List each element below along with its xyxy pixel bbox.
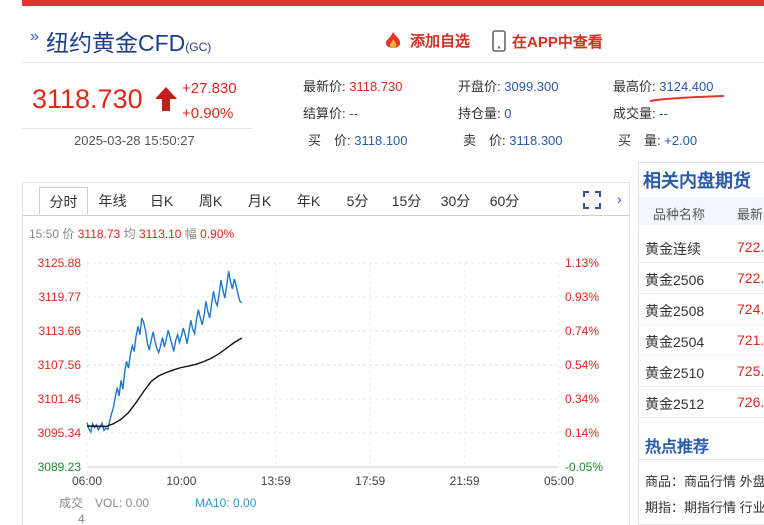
tab-weekly-k[interactable]: 周K xyxy=(198,193,223,209)
y-tick-label-left: 3113.66 xyxy=(39,324,82,338)
divider xyxy=(639,459,764,460)
phone-icon xyxy=(492,30,506,52)
tab-year-line[interactable]: 年线 xyxy=(98,193,127,209)
current-price: 3118.730 xyxy=(32,84,143,114)
view-in-app-button[interactable]: 在APP中查看 xyxy=(492,30,603,52)
y-tick-label-left: 3095.34 xyxy=(38,426,82,440)
tab-60min[interactable]: 60分 xyxy=(489,193,520,209)
volume-title: 成交 xyxy=(59,495,83,510)
volume-count: 4 xyxy=(78,512,85,525)
volume-label: VOL: 0.00 xyxy=(95,496,149,510)
tab-30min[interactable]: 30分 xyxy=(440,193,471,209)
stat-open-interest: 持仓量: 0 xyxy=(458,106,512,121)
title-row: » 纽约黄金CFD(GC) 添加自选 在APP中查看 xyxy=(22,22,764,58)
x-tick-label: 05:00 xyxy=(544,474,574,488)
tab-5min[interactable]: 5分 xyxy=(346,193,369,209)
x-tick-label: 13:59 xyxy=(261,474,291,488)
price-line xyxy=(86,271,243,434)
tab-daily-k[interactable]: 日K xyxy=(149,193,174,209)
y-tick-label-left: 3125.88 xyxy=(38,256,82,270)
intraday-chart: 3125.88 1.13% 3119.77 0.93% 3113.66 0.74% 3107… xyxy=(38,256,604,525)
view-in-app-label: 在APP中查看 xyxy=(512,33,603,51)
tab-intraday[interactable]: 分时 xyxy=(39,187,88,215)
stat-settle: 结算价: -- xyxy=(303,106,358,121)
chart-panel: 分时 年线 日K 周K 月K 年K 5分 15分 30分 60分 › 15:50… xyxy=(22,182,630,525)
double-chevron-icon: » xyxy=(30,28,39,45)
add-favorite-button[interactable]: 添加自选 xyxy=(382,30,470,51)
y-tick-label-left: 3119.77 xyxy=(39,290,82,304)
x-tick-label: 06:00 xyxy=(72,474,102,488)
crosshair-info: 15:50 价 3118.73 均 3113.10 幅 0.90% xyxy=(29,227,235,241)
hot-item[interactable]: 商品：商品行情 外盘 xyxy=(645,474,764,489)
stat-open: 开盘价: 3099.300 xyxy=(458,79,559,94)
title-main: 纽约黄金CFD xyxy=(46,30,186,56)
stat-ask: 卖 价: 3118.300 xyxy=(463,133,563,148)
top-accent-bar xyxy=(22,0,764,6)
up-arrow-icon xyxy=(155,87,177,111)
y-tick-label-right: 0.54% xyxy=(565,358,599,372)
y-tick-label-left: 3107.56 xyxy=(38,358,82,372)
fullscreen-icon[interactable] xyxy=(583,191,601,209)
handwritten-underline xyxy=(649,95,725,102)
chevron-right-icon[interactable]: › xyxy=(617,191,622,207)
related-futures-header: 品种名称 最新 xyxy=(639,197,764,225)
price-block: 3118.730 +27.830 +0.90% 2025-03-28 15:50… xyxy=(22,70,252,160)
stat-bid-volume: 买 量: +2.00 xyxy=(618,133,698,148)
divider xyxy=(22,62,764,63)
hot-item[interactable]: 期指：期指行情 行业 xyxy=(645,500,764,515)
divider xyxy=(22,128,252,129)
x-tick-label: 21:59 xyxy=(450,474,480,488)
price-change: +27.830 xyxy=(182,80,237,97)
stat-bid: 买 价: 3118.100 xyxy=(308,133,408,148)
chart-tabs: 分时 年线 日K 周K 月K 年K 5分 15分 30分 60分 xyxy=(39,187,529,215)
related-futures-title: 相关内盘期货 xyxy=(643,171,751,191)
y-tick-label-right: 0.74% xyxy=(565,324,599,338)
stat-high: 最高价: 3124.400 xyxy=(613,79,714,94)
y-tick-label-right: 0.14% xyxy=(565,426,599,440)
average-line xyxy=(86,337,243,428)
flame-icon xyxy=(385,31,401,48)
tab-15min[interactable]: 15分 xyxy=(391,193,422,209)
x-tick-label: 10:00 xyxy=(166,474,196,488)
tabs-divider xyxy=(23,215,629,216)
tab-monthly-k[interactable]: 月K xyxy=(247,193,272,209)
ma10-label: MA10: 0.00 xyxy=(195,496,257,510)
quote-datetime: 2025-03-28 15:50:27 xyxy=(74,133,195,148)
stat-latest: 最新价: 3118.730 xyxy=(303,79,403,94)
title-suffix: (GC) xyxy=(185,40,212,54)
y-tick-label-left: 3101.45 xyxy=(38,392,82,406)
x-tick-label: 17:59 xyxy=(355,474,385,488)
y-tick-label-right: -0.05% xyxy=(565,460,603,474)
tab-yearly-k[interactable]: 年K xyxy=(296,193,321,209)
price-change-percent: +0.90% xyxy=(182,105,234,122)
y-tick-label-left: 3089.23 xyxy=(38,460,82,474)
stat-volume: 成交量: -- xyxy=(613,106,668,121)
y-tick-label-right: 0.34% xyxy=(565,392,599,406)
y-tick-label-right: 1.13% xyxy=(565,256,599,270)
y-tick-label-right: 0.93% xyxy=(565,290,599,304)
hot-recommend-title: 热点推荐 xyxy=(645,439,710,456)
add-favorite-label: 添加自选 xyxy=(410,33,471,50)
page-title: 纽约黄金CFD(GC) xyxy=(46,24,211,58)
